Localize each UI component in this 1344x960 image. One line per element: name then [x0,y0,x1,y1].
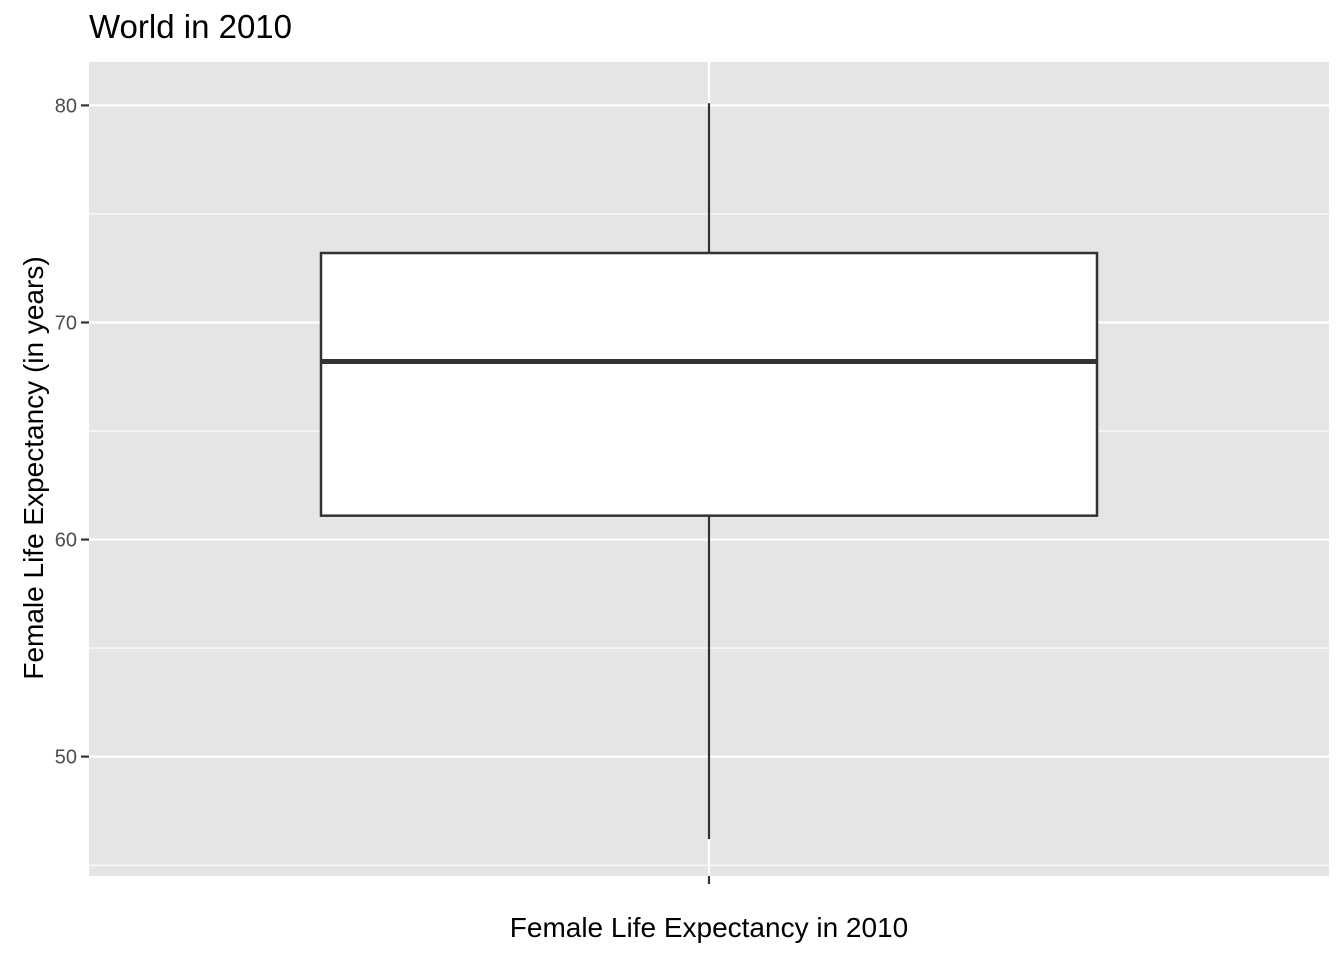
y-tick-label: 80 [55,95,77,117]
y-tick-label: 60 [55,530,77,552]
y-tick-label: 50 [55,747,77,769]
y-tick-label: 70 [55,312,77,334]
x-axis-label: Female Life Expectancy in 2010 [509,912,909,943]
y-axis-label: Female Life Expectancy (in years) [18,256,49,680]
y-axis-ticks: 50 60 70 80 [55,95,89,769]
boxplot [319,103,1099,840]
chart-title: World in 2010 [89,8,293,45]
box-iqr [319,251,1099,517]
